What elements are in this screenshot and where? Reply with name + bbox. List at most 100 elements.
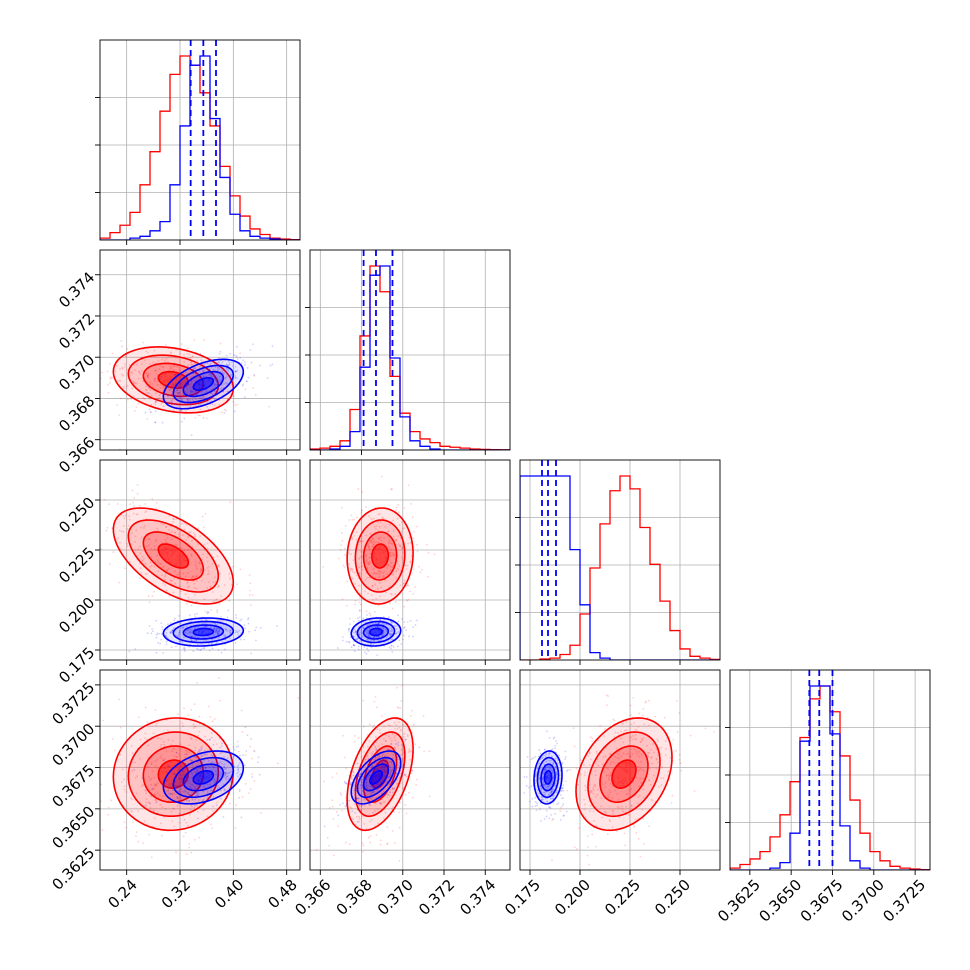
- sample-point: [194, 804, 196, 807]
- sample-point: [149, 411, 152, 414]
- sample-point: [584, 771, 586, 774]
- sample-point: [365, 781, 368, 784]
- sample-point: [407, 751, 410, 753]
- sample-point: [154, 783, 156, 786]
- sample-point: [558, 754, 560, 757]
- sample-point: [229, 632, 232, 635]
- sample-point: [387, 640, 390, 643]
- sample-point: [387, 542, 390, 545]
- sample-point: [335, 772, 338, 775]
- sample-point: [206, 783, 209, 786]
- hist-red: [520, 475, 720, 660]
- sample-point: [171, 629, 174, 632]
- sample-point: [149, 779, 151, 782]
- sample-point: [153, 777, 156, 779]
- sample-point: [382, 753, 385, 756]
- sample-point: [212, 627, 215, 630]
- sample-point: [403, 732, 406, 735]
- sample-point: [378, 513, 381, 515]
- sample-point: [172, 383, 174, 386]
- sample-point: [385, 623, 388, 626]
- sample-point: [199, 365, 201, 368]
- sample-point: [218, 636, 221, 639]
- sample-point: [349, 770, 352, 773]
- sample-point: [361, 636, 363, 639]
- sample-point: [229, 352, 232, 355]
- sample-point: [185, 386, 188, 389]
- sample-point: [584, 784, 586, 787]
- sample-point: [193, 791, 196, 794]
- sample-point: [554, 747, 557, 750]
- sample-point: [386, 573, 388, 575]
- sample-point: [206, 400, 209, 403]
- sample-point: [126, 384, 129, 387]
- sample-point: [236, 631, 239, 633]
- sample-point: [185, 751, 188, 753]
- sample-point: [388, 539, 391, 542]
- sample-point: [134, 648, 137, 651]
- sample-point: [178, 785, 181, 788]
- sample-point: [670, 801, 673, 804]
- sample-point: [618, 750, 621, 753]
- sample-point: [382, 759, 385, 761]
- sample-point: [184, 410, 187, 413]
- sample-point: [555, 773, 558, 776]
- sample-point: [153, 378, 156, 381]
- sample-point: [191, 398, 194, 401]
- sample-point: [564, 758, 567, 761]
- sample-point: [186, 398, 189, 401]
- sample-point: [408, 748, 411, 751]
- sample-point: [209, 626, 212, 629]
- sample-point: [367, 633, 370, 636]
- sample-point: [387, 793, 389, 796]
- sample-point: [534, 773, 537, 776]
- sample-point: [126, 527, 129, 530]
- contour-line: [368, 627, 383, 637]
- sample-point: [165, 525, 168, 528]
- sample-point: [170, 393, 173, 396]
- sample-point: [164, 808, 167, 810]
- sample-point: [389, 737, 392, 740]
- sample-point: [190, 604, 193, 607]
- sample-point: [349, 783, 352, 786]
- sample-point: [597, 788, 599, 791]
- sample-point: [207, 642, 210, 645]
- sample-point: [591, 740, 593, 743]
- sample-point: [380, 539, 383, 542]
- sample-point: [397, 630, 400, 633]
- sample-point: [547, 785, 549, 788]
- sample-point: [395, 539, 398, 542]
- sample-point: [378, 729, 381, 731]
- sample-point: [361, 491, 364, 493]
- sample-point: [216, 630, 219, 633]
- sample-point: [609, 782, 612, 785]
- sample-point: [218, 629, 220, 632]
- sample-point: [239, 352, 242, 355]
- sample-point: [364, 761, 366, 763]
- sample-point: [176, 392, 179, 395]
- sample-point: [355, 574, 358, 577]
- sample-point: [215, 599, 217, 602]
- sample-point: [395, 509, 397, 512]
- sample-point: [216, 383, 219, 386]
- sample-point: [178, 546, 181, 549]
- sample-point: [371, 546, 374, 548]
- sample-point: [149, 381, 151, 384]
- sample-point: [151, 498, 154, 500]
- sample-point: [199, 562, 201, 565]
- sample-point: [551, 788, 554, 791]
- sample-point: [233, 748, 236, 751]
- sample-point: [385, 591, 387, 594]
- sample-point: [617, 753, 620, 755]
- sample-point: [204, 610, 207, 613]
- sample-point: [169, 761, 172, 764]
- sample-point: [350, 569, 352, 571]
- sample-point: [186, 353, 189, 355]
- sample-point: [176, 528, 179, 531]
- sample-point: [160, 375, 163, 378]
- sample-point: [146, 545, 149, 547]
- contour-line: [575, 717, 673, 832]
- sample-point: [549, 791, 552, 794]
- sample-point: [174, 570, 176, 573]
